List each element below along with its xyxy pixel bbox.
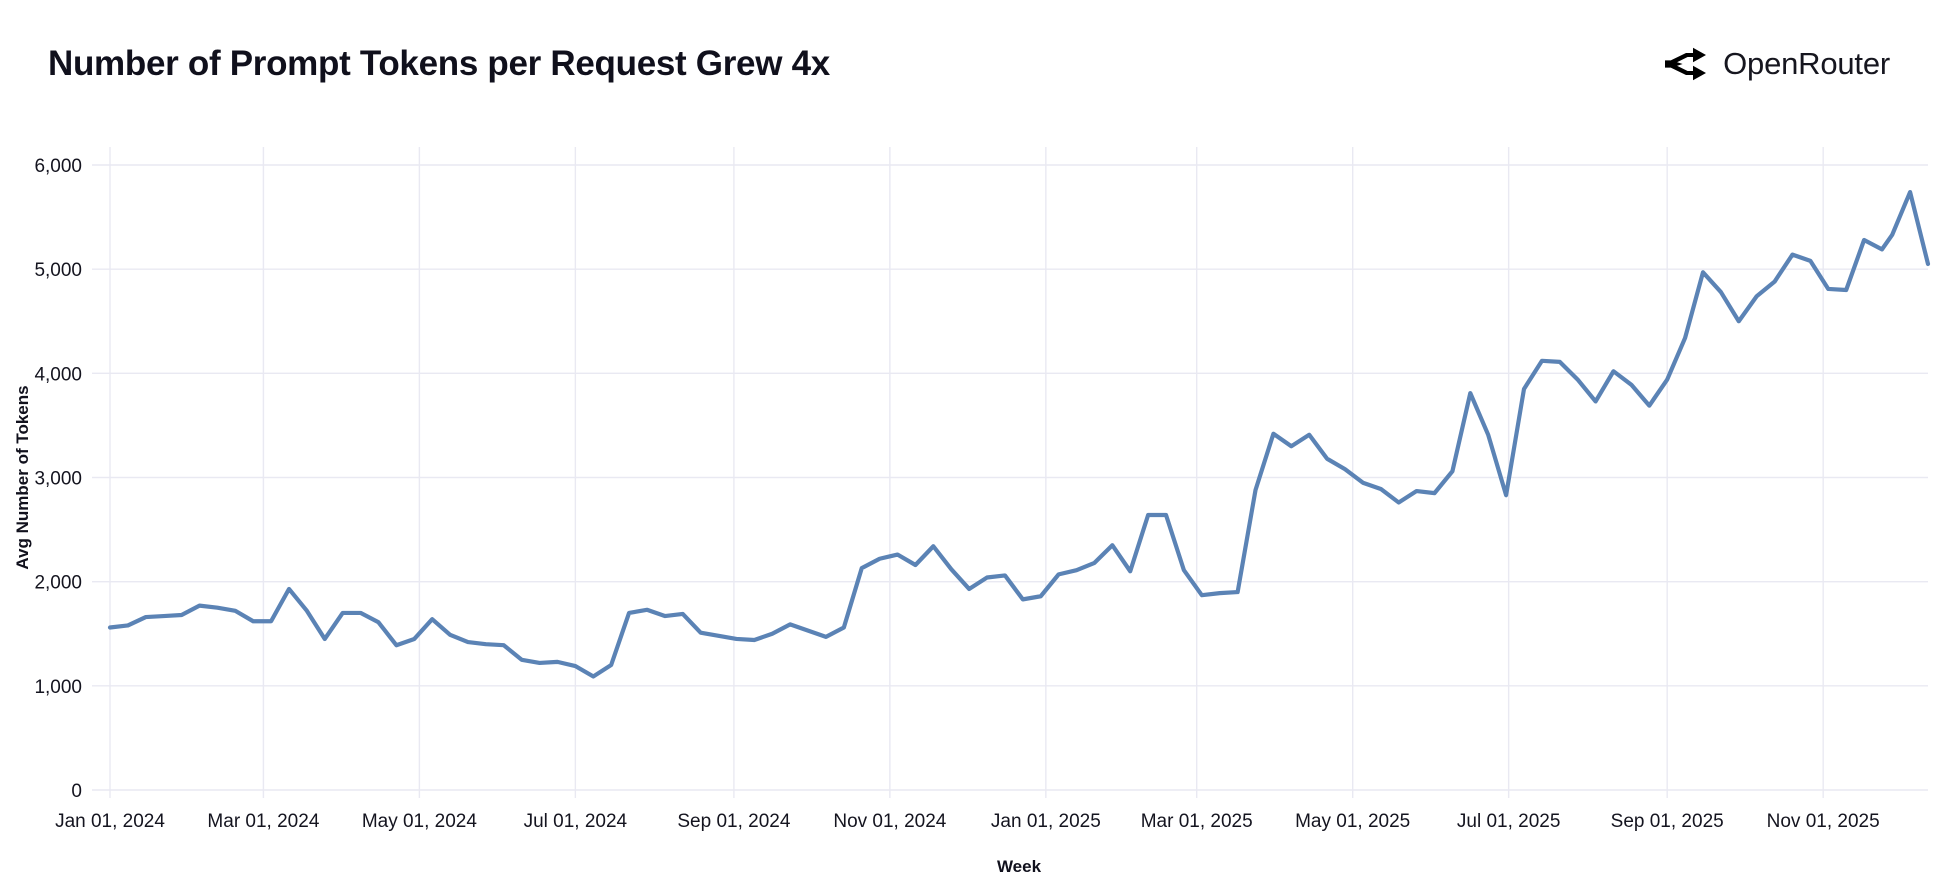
x-tick-label: Mar 01, 2024 [207,811,319,832]
page-title: Number of Prompt Tokens per Request Grew… [48,44,830,83]
y-axis-title: Avg Number of Tokens [13,385,32,569]
y-axis-tick-labels: 0 1,000 2,000 3,000 4,000 5,000 6,000 [34,156,82,802]
x-tick-label: Sep 01, 2024 [677,811,790,832]
y-tick-label: 6,000 [34,156,82,177]
x-axis-tick-labels: Jan 01, 2024 Mar 01, 2024 May 01, 2024 Jul … [55,811,1880,832]
brand-lockup: OpenRouter [1665,46,1890,82]
y-tick-label: 2,000 [34,573,82,594]
x-tick-label: Jan 01, 2024 [55,811,165,832]
x-tick-label: Jan 01, 2025 [991,811,1101,832]
y-tick-label: 5,000 [34,260,82,281]
x-tick-label: Jul 01, 2024 [524,811,628,832]
y-tick-label: 1,000 [34,677,82,698]
gridlines [92,147,1928,798]
x-axis-title: Week [997,857,1042,876]
x-tick-label: Nov 01, 2025 [1767,811,1880,832]
x-tick-label: May 01, 2024 [362,811,478,832]
series-line-avg-tokens [107,189,1931,679]
x-tick-label: Jul 01, 2025 [1457,811,1561,832]
brand-name: OpenRouter [1723,46,1890,81]
y-tick-label: 0 [71,781,82,802]
y-tick-label: 4,000 [34,364,82,385]
openrouter-logo-icon [1665,47,1707,81]
x-tick-label: Sep 01, 2025 [1611,811,1724,832]
x-tick-label: Mar 01, 2025 [1141,811,1253,832]
data-series-line [107,189,1931,679]
y-tick-label: 3,000 [34,469,82,490]
x-tick-label: Nov 01, 2024 [833,811,946,832]
x-tick-label: May 01, 2025 [1295,811,1410,832]
chart-header: Number of Prompt Tokens per Request Grew… [0,0,1938,116]
